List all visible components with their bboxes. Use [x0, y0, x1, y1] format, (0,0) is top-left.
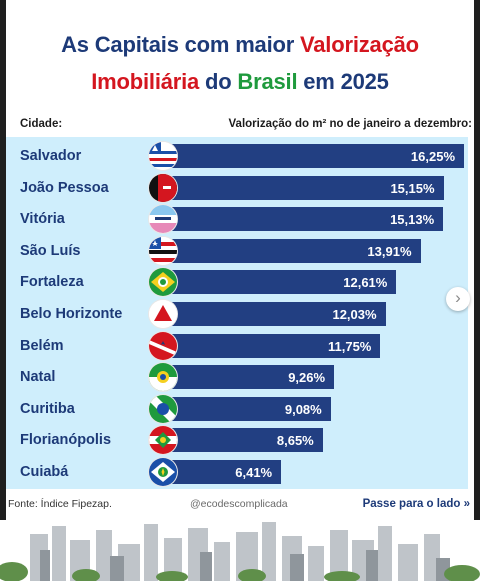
- bar-row: Florianópolis 8,65%: [6, 424, 468, 456]
- category-label: Natal: [20, 369, 56, 386]
- bar: 8,65%: [162, 428, 323, 453]
- bar-row: Cuiabá 6,41%: [6, 456, 468, 488]
- bar: 9,26%: [162, 365, 335, 390]
- swipe-hint[interactable]: Passe para o lado »: [363, 498, 470, 510]
- left-border: [0, 0, 6, 581]
- bar-row: Salvador 16,25%: [6, 140, 468, 172]
- bar-row: São Luís 13,91%: [6, 235, 468, 267]
- city-skyline-image: [0, 520, 480, 581]
- value-label: 16,25%: [410, 149, 455, 164]
- title-line-2: Imobiliária do Brasil em 2025: [6, 69, 474, 95]
- value-label: 12,61%: [343, 275, 388, 291]
- value-header: Valorização do m² no de janeiro a dezemb…: [228, 118, 472, 130]
- bar: 9,08%: [162, 396, 331, 421]
- title-highlight: Imobiliária: [91, 69, 200, 94]
- value-label: 6,41%: [235, 465, 273, 480]
- category-label: Belém: [20, 337, 64, 354]
- title-part: As Capitais com maior: [61, 32, 301, 57]
- title-part: em 2025: [297, 69, 389, 94]
- bar-row: João Pessoa 15,15%: [6, 172, 468, 204]
- chart-panel: Salvador 16,25% João Pessoa 15,15% Vitória 15…: [6, 137, 468, 489]
- category-label: Florianópolis: [20, 432, 112, 449]
- bar: 12,61%: [162, 270, 397, 295]
- flag-mato-grosso-icon: [149, 458, 177, 486]
- flag-ceara-icon: [149, 268, 177, 297]
- category-label: Belo Horizonte: [20, 306, 123, 322]
- flag-espirito-santo-icon: [149, 205, 177, 234]
- category-label: São Luís: [20, 242, 81, 259]
- flag-para-icon: [149, 331, 177, 360]
- social-handle: @ecodescomplicada: [190, 498, 288, 510]
- bar-row: Curitiba 9,08%: [6, 393, 468, 425]
- category-label: Curitiba: [20, 400, 75, 417]
- title-highlight-green: Brasil: [237, 69, 298, 94]
- swipe-hint-text: Passe para o lado: [362, 498, 461, 510]
- bar-row: Vitória 15,13%: [6, 203, 468, 235]
- title-highlight: Valorização: [300, 32, 419, 57]
- bar-row: Belo Horizonte 12,03%: [6, 298, 468, 330]
- value-label: 8,65%: [276, 433, 314, 449]
- flag-paraiba-icon: [149, 173, 177, 202]
- right-border: [474, 0, 480, 581]
- bar: 6,41%: [162, 460, 282, 484]
- city-header: Cidade:: [20, 118, 63, 130]
- bar-row: Fortaleza 12,61%: [6, 266, 468, 298]
- value-label: 11,75%: [327, 338, 372, 354]
- bar: 15,13%: [162, 207, 444, 232]
- next-slide-button[interactable]: ›: [446, 287, 470, 311]
- title-part: do: [199, 69, 238, 94]
- category-label: Fortaleza: [20, 274, 84, 291]
- column-headers: Cidade: Valorização do m² no de janeiro …: [20, 118, 472, 130]
- bar: 13,91%: [162, 238, 421, 263]
- value-label: 15,15%: [390, 180, 435, 196]
- flag-bahia-icon: [149, 142, 177, 170]
- value-label: 15,13%: [390, 212, 435, 228]
- category-label: João Pessoa: [20, 179, 109, 196]
- bar: 12,03%: [162, 302, 386, 326]
- bar-row: Belém 11,75%: [6, 330, 468, 362]
- category-label: Vitória: [20, 211, 65, 228]
- bar: 15,15%: [162, 175, 444, 200]
- flag-minas-gerais-icon: [149, 300, 177, 328]
- bar: 11,75%: [162, 333, 381, 358]
- value-label: 9,08%: [284, 401, 322, 417]
- value-label: 12,03%: [332, 307, 377, 322]
- bar: 16,25%: [162, 144, 464, 168]
- double-chevron-right-icon: »: [463, 498, 470, 510]
- flag-rio-grande-do-norte-icon: [149, 363, 177, 392]
- title-line-1: As Capitais com maior Valorização: [6, 32, 474, 58]
- source-note: Fonte: Índice Fipezap.: [8, 498, 112, 510]
- category-label: Cuiabá: [20, 464, 69, 480]
- category-label: Salvador: [20, 148, 82, 164]
- value-label: 13,91%: [367, 243, 412, 259]
- flag-maranhao-icon: [149, 236, 177, 265]
- bar-row: Natal 9,26%: [6, 361, 468, 393]
- flag-santa-catarina-icon: [149, 426, 177, 455]
- value-label: 9,26%: [288, 370, 326, 386]
- flag-parana-icon: [149, 394, 177, 423]
